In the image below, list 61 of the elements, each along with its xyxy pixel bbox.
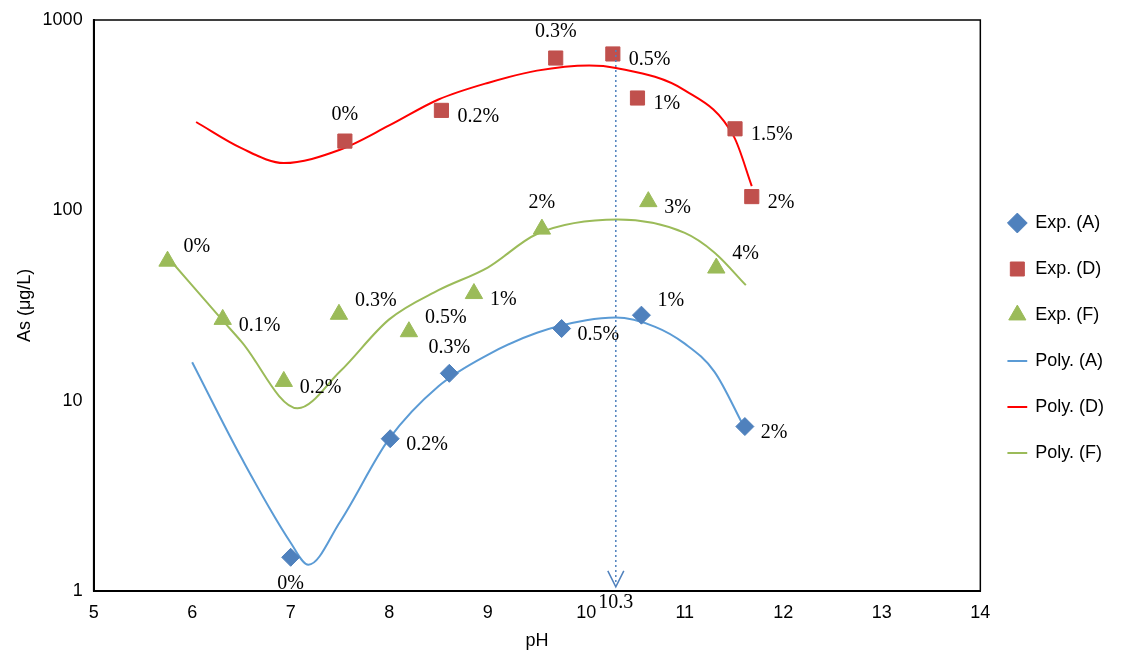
x-tick-label: 13 xyxy=(871,601,892,622)
x-tick-label: 9 xyxy=(482,601,493,622)
annotation: 1% xyxy=(653,91,681,114)
annotation: 0.2% xyxy=(406,431,448,454)
y-tick-label: 1 xyxy=(72,579,83,600)
annotation: 0.3% xyxy=(428,334,471,357)
x-tick-label: 7 xyxy=(285,601,296,622)
annotation: 2% xyxy=(528,190,556,213)
x-tick-label: 12 xyxy=(773,601,794,622)
y-tick-label: 100 xyxy=(52,199,83,220)
annotation: 1.5% xyxy=(751,122,793,145)
legend-label: Exp. (F) xyxy=(1035,303,1100,324)
x-axis-title: pH xyxy=(525,630,549,651)
annotation: 0.3% xyxy=(354,287,397,310)
legend-label: Exp. (A) xyxy=(1035,211,1101,232)
x-tick-label: 11 xyxy=(675,601,695,622)
point xyxy=(631,305,651,325)
legend-label: Exp. (D) xyxy=(1035,257,1102,278)
annotation: 0.3% xyxy=(534,19,577,42)
y-axis-title: As (μg/L) xyxy=(13,268,34,343)
point xyxy=(399,321,419,338)
annotation: 0.1% xyxy=(238,312,281,335)
legend-label: Poly. (F) xyxy=(1035,441,1102,462)
point xyxy=(552,319,572,339)
point xyxy=(727,121,743,137)
legend-label: Poly. (A) xyxy=(1035,349,1104,370)
point xyxy=(433,102,449,118)
annotation: 4% xyxy=(732,241,759,264)
point xyxy=(337,133,353,149)
annotation: 0% xyxy=(183,234,211,257)
annotation: 3% xyxy=(664,194,691,217)
ref-line-label: 10.3 xyxy=(598,590,634,613)
annotation: 1% xyxy=(657,288,685,311)
y-tick-label: 10 xyxy=(62,389,83,410)
point xyxy=(548,50,564,66)
line-series xyxy=(195,64,753,188)
point xyxy=(639,191,658,208)
point xyxy=(735,417,755,437)
annotation: 0% xyxy=(331,102,359,125)
point xyxy=(464,283,484,300)
point xyxy=(605,46,621,62)
annotation: 0.5% xyxy=(628,47,671,70)
annotation: 2% xyxy=(760,419,788,442)
point xyxy=(380,429,400,449)
annotation: 1% xyxy=(489,286,517,309)
x-tick-label: 14 xyxy=(970,601,991,622)
point xyxy=(629,90,646,106)
x-tick-label: 8 xyxy=(384,601,395,622)
x-tick-label: 6 xyxy=(187,601,198,622)
point xyxy=(281,547,301,567)
annotation: 0.5% xyxy=(577,321,620,344)
x-tick-label: 10 xyxy=(576,601,597,622)
annotation: 2% xyxy=(767,189,795,212)
point xyxy=(439,363,459,383)
point xyxy=(744,189,760,205)
y-tick-label: 1000 xyxy=(42,8,83,29)
x-tick-label: 5 xyxy=(88,601,99,622)
legend-label: Poly. (D) xyxy=(1035,395,1104,416)
annotation: 0% xyxy=(277,570,305,593)
annotation: 0.2% xyxy=(457,103,500,126)
annotation: 0.5% xyxy=(424,304,467,327)
